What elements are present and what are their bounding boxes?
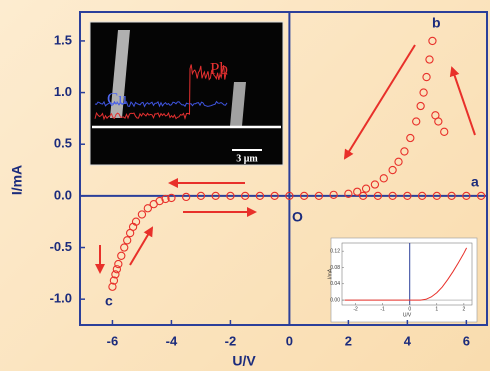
data-point (115, 260, 122, 267)
x-axis-title: U/V (232, 353, 256, 369)
x-tick-label: -4 (166, 333, 178, 348)
data-point (401, 148, 408, 155)
data-point (389, 166, 396, 173)
scale-bar-label: 3 μm (236, 153, 258, 164)
data-point (330, 191, 337, 198)
inset-x-tick-label: -2 (353, 306, 358, 312)
chart: Pb Cu 3 μm a b c O U/V I/mA -6 -4 -2 0 2 4 6 -1… (0, 0, 490, 371)
data-point (429, 37, 436, 44)
annotation: c (105, 293, 113, 309)
annotation: b (432, 15, 441, 31)
data-point (426, 56, 433, 63)
annotation: a (471, 174, 479, 190)
data-point (441, 128, 448, 135)
inset-y-tick-label: 0.04 (330, 281, 340, 287)
x-tick-label: 2 (345, 333, 352, 348)
x-tick-label: 4 (404, 333, 412, 348)
inset-y-tick-label: 0.00 (330, 297, 340, 303)
x-tick-label: -2 (225, 333, 237, 348)
data-point (124, 237, 131, 244)
y-tick-label: 0.5 (54, 136, 72, 151)
data-point (423, 73, 430, 80)
x-tick-label: 0 (286, 333, 293, 348)
data-point (420, 89, 427, 96)
x-tick-label: 6 (463, 333, 470, 348)
data-point (183, 193, 190, 200)
y-tick-label: -0.5 (50, 239, 72, 254)
data-point (407, 134, 414, 141)
micrograph: Pb Cu 3 μm (90, 22, 283, 165)
x-tick-label: -6 (107, 333, 119, 348)
inset-x-title: U/V (403, 312, 412, 318)
data-point (435, 118, 442, 125)
data-point (417, 102, 424, 109)
y-tick-label: 1.0 (54, 84, 72, 99)
data-point (413, 118, 420, 125)
y-tick-label: -1.0 (50, 291, 72, 306)
inset-x-tick-label: -1 (380, 306, 385, 312)
y-tick-label: 0.0 (54, 187, 72, 202)
data-point (395, 158, 402, 165)
micrograph-label: Pb (210, 59, 228, 78)
data-point (113, 266, 120, 273)
micrograph-label: Cu (107, 89, 127, 108)
y-tick-label: 1.5 (54, 32, 72, 47)
inset-y-tick-label: 0.12 (330, 248, 340, 254)
y-axis-title: I/mA (9, 165, 25, 195)
data-point (362, 185, 369, 192)
inset-y-title: I/mA (327, 268, 333, 279)
data-point (380, 175, 387, 182)
data-point (121, 244, 128, 251)
inset-x-tick-label: 1 (435, 306, 438, 312)
annotation: O (292, 209, 303, 225)
data-point (138, 211, 145, 218)
data-point (371, 181, 378, 188)
page: {"chart_data": [ {"type": "scatter", "xl… (0, 0, 490, 371)
inset-x-tick-label: 2 (462, 306, 465, 312)
data-point (118, 252, 125, 259)
